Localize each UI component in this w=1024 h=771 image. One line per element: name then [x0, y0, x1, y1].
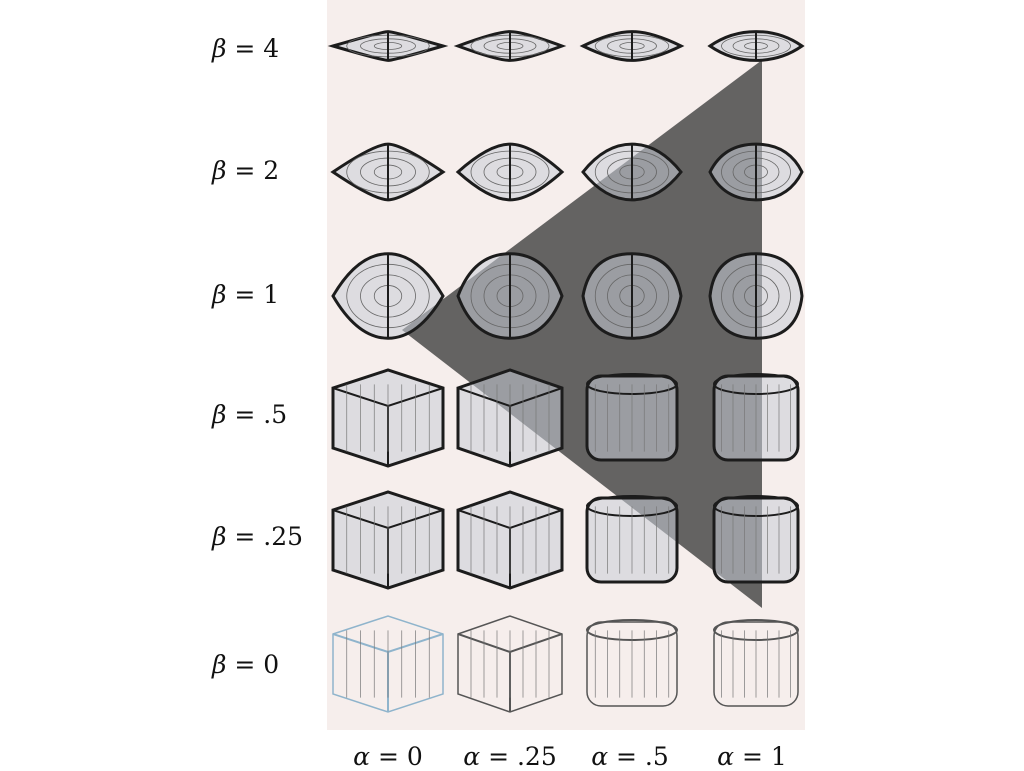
shape-cell-beta-05-alpha-0 [331, 368, 445, 468]
shape-cell-beta-0-alpha-0 [332, 615, 444, 713]
shape-cell-beta-4-alpha-025 [453, 30, 567, 62]
shape-cell-beta-4-alpha-1 [707, 30, 805, 62]
shape-cell-beta-05-alpha-05 [585, 373, 679, 462]
shape-cell-beta-1-alpha-1 [708, 252, 804, 340]
col-label-alpha-025: α = .25 [463, 742, 557, 771]
shape-cell-beta-05-alpha-025 [456, 368, 564, 468]
row-label-beta-0: β = 0 [212, 650, 280, 679]
shape-cell-beta-1-alpha-0 [331, 252, 445, 340]
shape-cell-beta-1-alpha-025 [456, 252, 564, 340]
col-label-alpha-05: α = .5 [591, 742, 669, 771]
shape-cell-beta-025-alpha-1 [712, 495, 800, 584]
shape-cell-beta-4-alpha-05 [579, 30, 685, 62]
col-label-alpha-0: α = 0 [353, 742, 423, 771]
shape-cell-beta-0-alpha-025 [457, 615, 563, 713]
shape-outline [457, 615, 563, 713]
shape-cell-beta-1-alpha-05 [581, 252, 683, 340]
shape-cell-beta-025-alpha-0 [331, 490, 445, 590]
shape-outline [332, 615, 444, 713]
shape-cell-beta-2-alpha-025 [455, 142, 565, 202]
shape-outline [586, 621, 678, 707]
shaded-triangle [402, 60, 762, 608]
shape-cell-beta-2-alpha-1 [708, 142, 804, 202]
shape-cell-beta-4-alpha-0 [327, 30, 449, 62]
shape-cell-beta-025-alpha-05 [585, 495, 679, 584]
shape-cell-beta-05-alpha-1 [712, 373, 800, 462]
shape-outline [713, 621, 799, 707]
shape-cell-beta-025-alpha-025 [456, 490, 564, 590]
shape-cell-beta-2-alpha-05 [581, 142, 683, 202]
row-label-beta-025: β = .25 [212, 522, 304, 551]
row-label-beta-2: β = 2 [212, 156, 280, 185]
shape-cell-beta-0-alpha-05 [586, 619, 678, 707]
row-label-beta-4: β = 4 [212, 34, 280, 63]
col-label-alpha-1: α = 1 [717, 742, 787, 771]
row-label-beta-05: β = .5 [212, 400, 288, 429]
shape-cell-beta-2-alpha-0 [330, 142, 446, 202]
shape-cell-beta-0-alpha-1 [713, 619, 799, 707]
row-label-beta-1: β = 1 [212, 280, 280, 309]
